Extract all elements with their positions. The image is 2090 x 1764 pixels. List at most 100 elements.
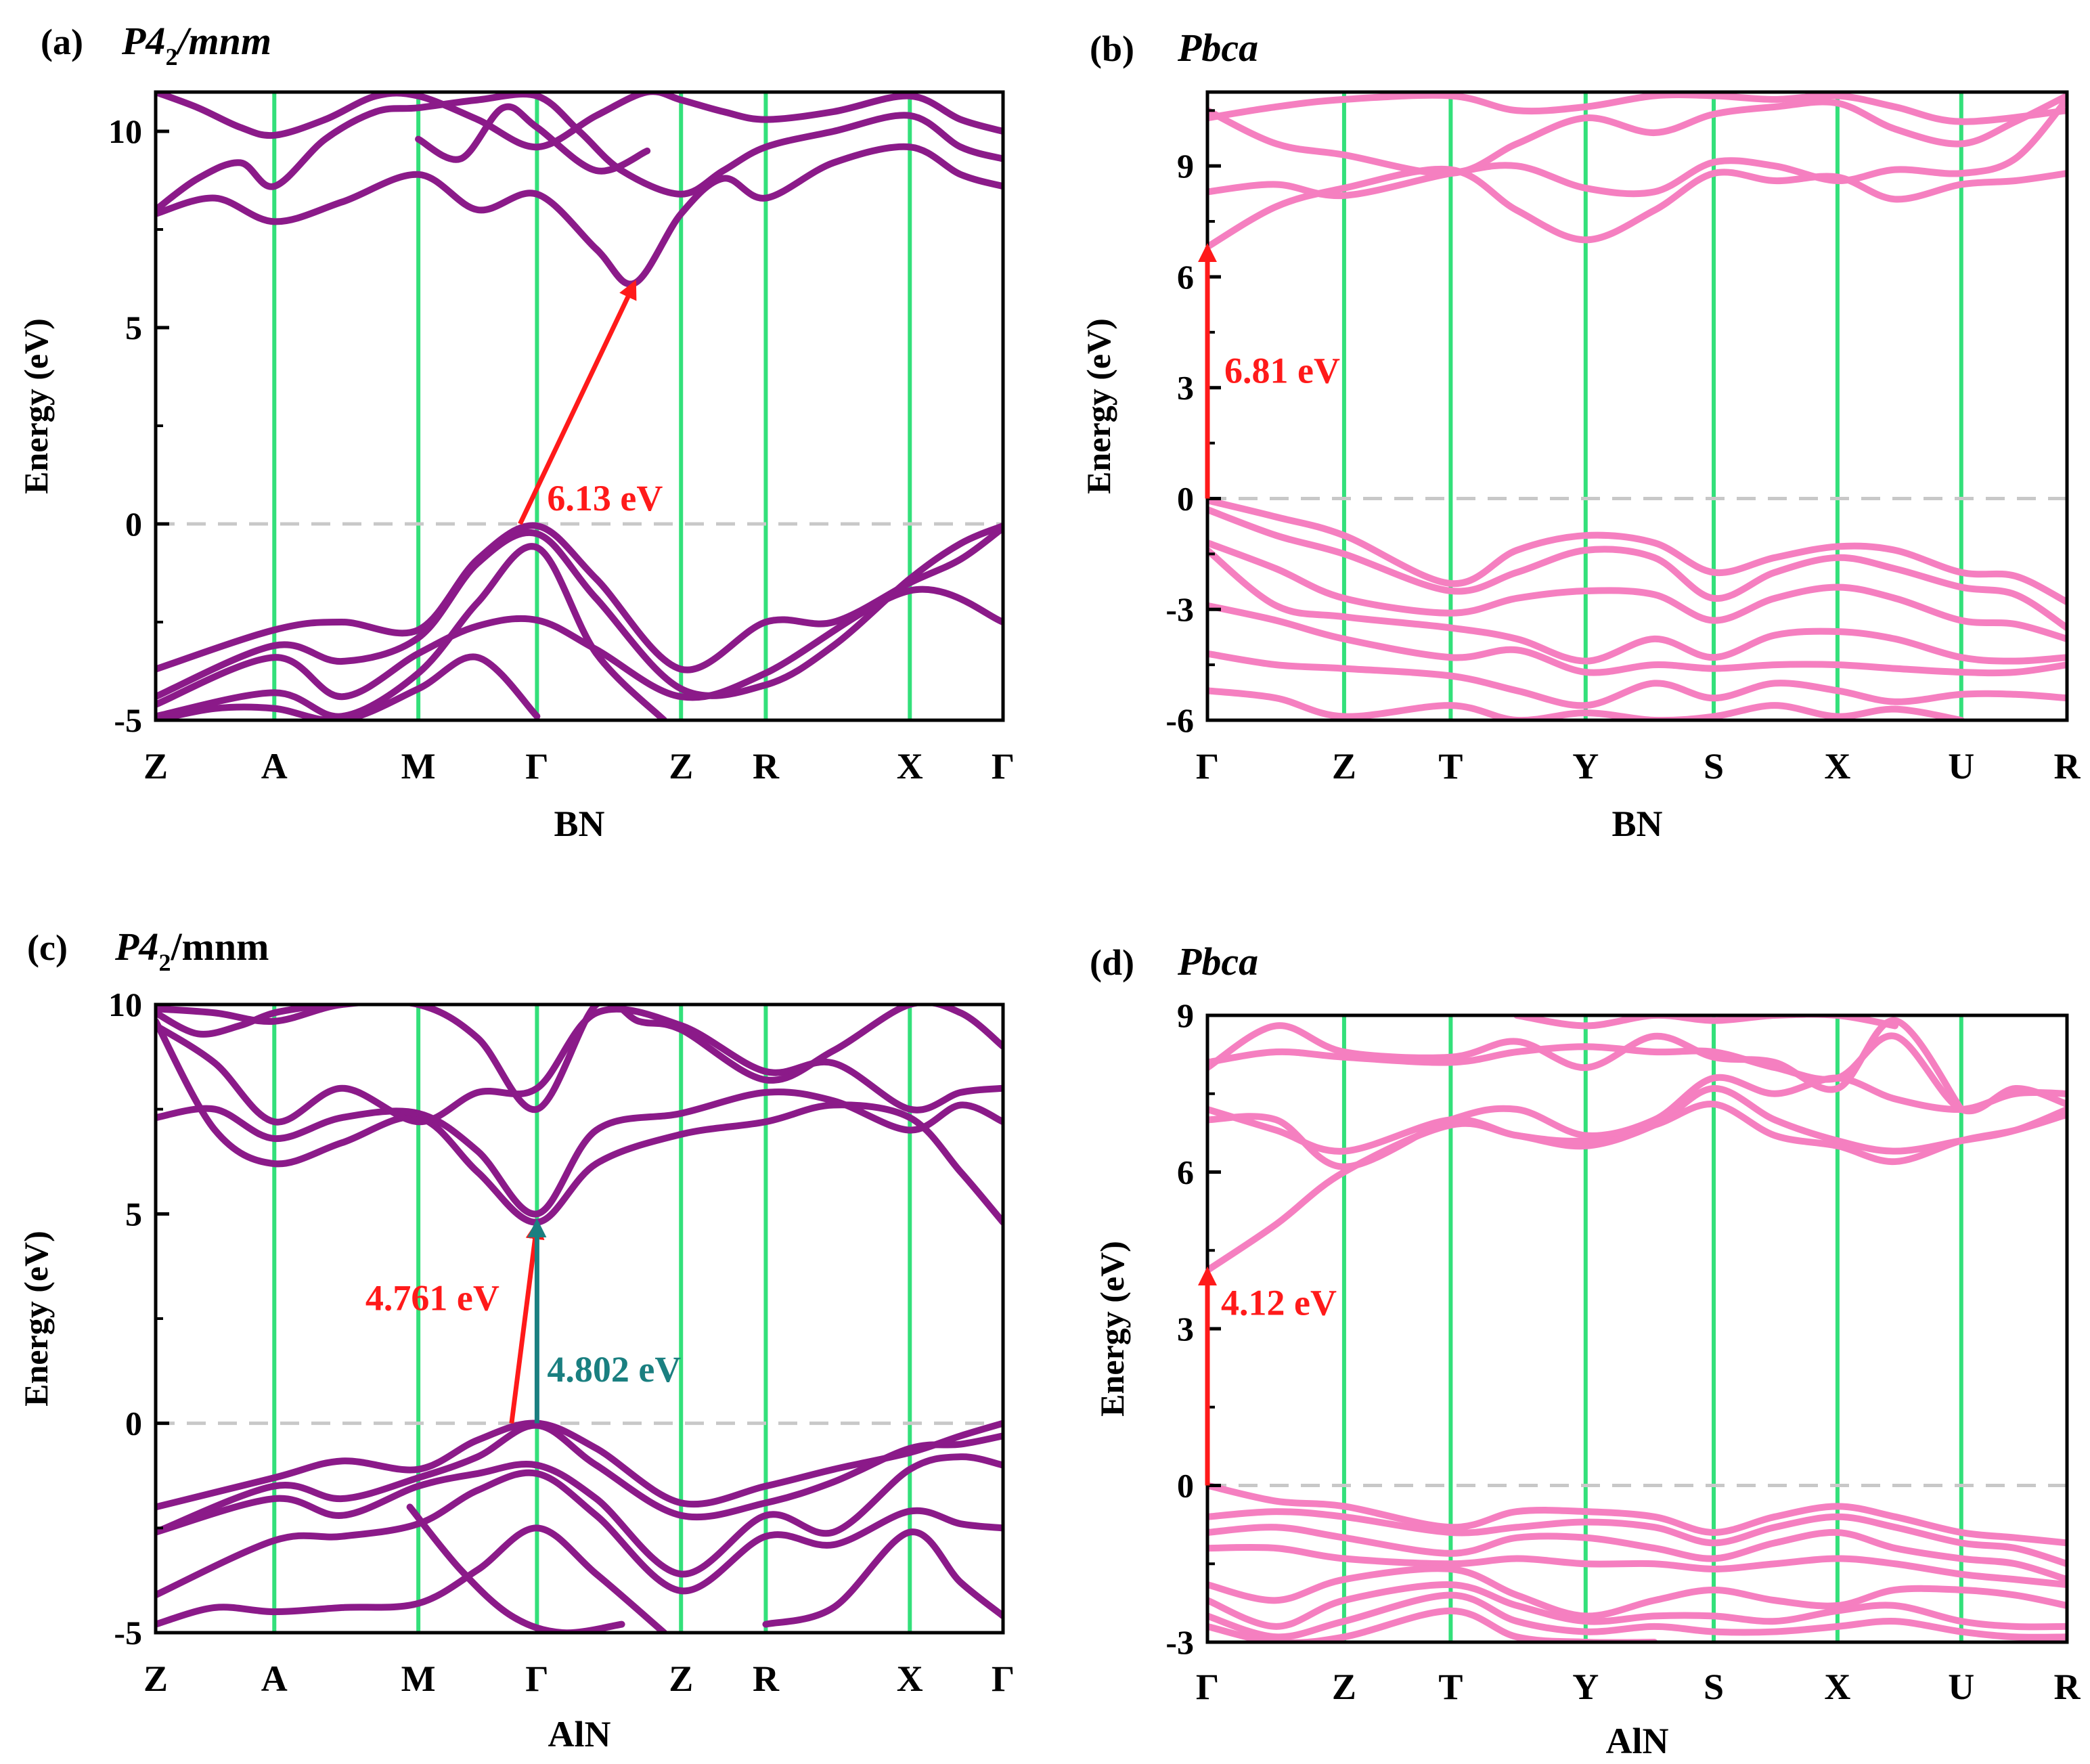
band-line-c3: [1207, 1074, 2067, 1170]
band-line-v4: [156, 543, 668, 720]
kpoint-label: Γ: [992, 1658, 1015, 1699]
plot-frame: [154, 90, 1005, 722]
kpoint-label: Z: [143, 746, 168, 787]
y-tick-label: 5: [125, 1195, 142, 1233]
band-line-c1: [156, 143, 1003, 288]
kpoint-label: X: [897, 1658, 923, 1699]
space-group-label: Pbca: [1177, 940, 1258, 984]
y-tick-label: -3: [1165, 590, 1194, 628]
kpoint-label: U: [1948, 746, 1974, 787]
y-tick-label: 0: [125, 505, 142, 543]
y-tick-label: 0: [1177, 1467, 1194, 1505]
kpoint-label: Γ: [525, 746, 548, 787]
kpoint-label: Z: [143, 1658, 168, 1699]
band-line-v5: [156, 1524, 668, 1633]
y-axis-label: Energy (eV): [1080, 318, 1117, 494]
kpoint-label: T: [1438, 746, 1463, 787]
space-group-subscript: 2: [158, 949, 171, 976]
space-group-prefix: P4: [114, 925, 158, 969]
y-axis-label: Energy (eV): [1093, 1241, 1131, 1417]
band-line-v2: [1207, 506, 2067, 632]
band-line-c2: [156, 92, 1003, 213]
band-line-v5: [1207, 602, 2067, 677]
band-line-v3: [156, 586, 1003, 708]
y-tick-label: 9: [1177, 996, 1194, 1034]
band-line-c2: [1207, 1101, 2067, 1166]
band-line-v6: [1207, 1581, 2067, 1631]
kpoint-label: X: [1824, 1667, 1850, 1707]
space-group-prefix: Pbca: [1177, 26, 1258, 70]
panel-tag: (d): [1090, 942, 1134, 983]
space-group-prefix: Pbca: [1177, 940, 1258, 984]
y-tick-label: 0: [1177, 479, 1194, 517]
space-group-suffix: /mnm: [175, 19, 271, 63]
y-tick-label: 9: [1177, 147, 1194, 185]
kpoint-label: Z: [669, 1658, 693, 1699]
band-line-v4: [156, 1469, 1003, 1599]
kpoint-label: Z: [669, 746, 693, 787]
band-line-v2: [156, 522, 1003, 701]
kpoint-label: X: [897, 746, 923, 787]
band-line-v4: [1207, 1543, 2067, 1589]
band-gap-label: 6.81 eV: [1224, 351, 1340, 391]
kpoint-label: Y: [1572, 1667, 1599, 1707]
y-tick-label: -5: [114, 1614, 142, 1652]
panel-b: -6 -3 0 3 6 9 Γ Z T Y S X U R BN Energy (eV) (b) Pbca 6.81…: [1080, 26, 2081, 844]
y-tick-label: 10: [108, 112, 142, 150]
band-line-v5: [1207, 1565, 2067, 1620]
x-axis-label: AlN: [548, 1714, 611, 1755]
kpoint-label: A: [261, 1658, 288, 1699]
kpoint-label: R: [2054, 1667, 2081, 1707]
space-group-prefix: P4: [121, 19, 165, 63]
band-gap-label: 6.13 eV: [547, 478, 663, 519]
kpoint-label: A: [261, 746, 288, 787]
space-group-suffix: /mnm: [170, 925, 269, 969]
band-line-c2: [1207, 95, 2067, 200]
y-axis-label: Energy (eV): [17, 318, 55, 494]
band-line-c1: [1207, 165, 2067, 250]
y-tick-label: -3: [1165, 1623, 1194, 1661]
band-gap-label: 4.802 eV: [547, 1349, 681, 1390]
band-gap-label: 4.761 eV: [365, 1278, 499, 1319]
band-line-v6: [1207, 650, 2067, 709]
kpoint-label: S: [1704, 1667, 1724, 1707]
band-line-c1: [156, 1017, 1003, 1226]
y-tick-label: 6: [1177, 258, 1194, 296]
kpoint-label: X: [1824, 746, 1850, 787]
panel-d: -3 0 3 6 9 Γ Z T Y S X U R AlN Energy (eV) (d) Pbca 4.12 …: [1090, 940, 2081, 1761]
band-line-v1: [156, 522, 1003, 674]
kpoint-label: M: [401, 1658, 436, 1699]
band-line-v2: [156, 1421, 1003, 1536]
kpoint-label: Γ: [1196, 1667, 1219, 1707]
space-group-label: Pbca: [1177, 26, 1258, 70]
kpoint-label: R: [2054, 746, 2081, 787]
kpoint-label: Γ: [1196, 746, 1219, 787]
band-line-c6: [1513, 1015, 1898, 1030]
band-line-v7: [762, 1528, 1003, 1628]
band-line-v2: [1207, 1508, 2067, 1568]
band-line-v3: [1207, 539, 2067, 642]
panel-tag: (a): [41, 22, 83, 62]
y-tick-label: 10: [108, 986, 142, 1023]
kpoint-label: T: [1438, 1667, 1463, 1707]
kpoint-label: S: [1704, 746, 1724, 787]
band-line-c3: [156, 92, 1003, 151]
band-line-c1: [1207, 1085, 2067, 1274]
band-gap-arrow: [518, 280, 637, 525]
kpoint-label: R: [753, 1658, 780, 1699]
band-line-c4: [1207, 92, 2067, 125]
band-line-c3: [156, 1005, 1003, 1126]
space-group-subscript: 2: [165, 43, 177, 70]
band-line-c3: [1207, 92, 2067, 177]
y-tick-label: 5: [125, 309, 142, 347]
kpoint-label: U: [1948, 1667, 1974, 1707]
x-axis-label: BN: [554, 803, 604, 844]
x-axis-label: BN: [1611, 803, 1662, 844]
kpoint-label: M: [401, 746, 436, 787]
kpoint-label: Z: [1332, 746, 1356, 787]
band-line-c4: [415, 103, 651, 175]
x-axis-label: AlN: [1606, 1721, 1669, 1761]
